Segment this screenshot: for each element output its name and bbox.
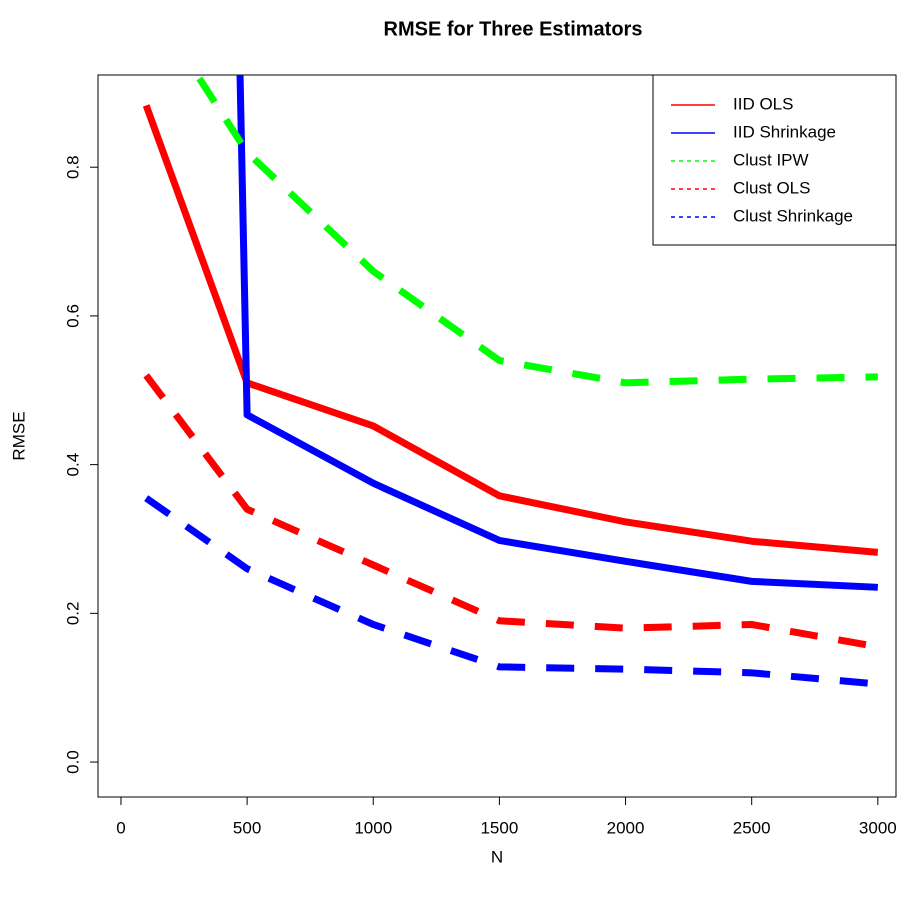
y-axis-label: RMSE [9, 411, 28, 460]
chart-title: RMSE for Three Estimators [384, 18, 643, 40]
y-tick-label: 0.0 [63, 750, 82, 774]
x-tick-label: 500 [233, 818, 261, 837]
x-tick-label: 2500 [733, 818, 771, 837]
series-line [192, 75, 878, 387]
legend-label: Clust Shrinkage [733, 206, 853, 225]
legend-label: Clust IPW [733, 150, 809, 169]
series-line [144, 495, 879, 688]
x-tick-label: 1500 [480, 818, 518, 837]
legend-label: Clust OLS [733, 178, 810, 197]
y-tick-label: 0.4 [63, 453, 82, 477]
legend-label: IID OLS [733, 94, 793, 113]
y-tick-label: 0.2 [63, 602, 82, 626]
x-tick-label: 3000 [859, 818, 897, 837]
x-tick-label: 1000 [354, 818, 392, 837]
plot-area [142, 75, 879, 688]
legend-label: IID Shrinkage [733, 122, 836, 141]
y-tick-label: 0.6 [63, 304, 82, 328]
series-line [143, 373, 879, 651]
y-tick-label: 0.8 [63, 155, 82, 179]
legend-box [652, 74, 897, 246]
x-axis-label: N [491, 847, 503, 866]
x-tick-label: 0 [116, 818, 125, 837]
x-tick-label: 2000 [607, 818, 645, 837]
series-line [236, 75, 878, 591]
